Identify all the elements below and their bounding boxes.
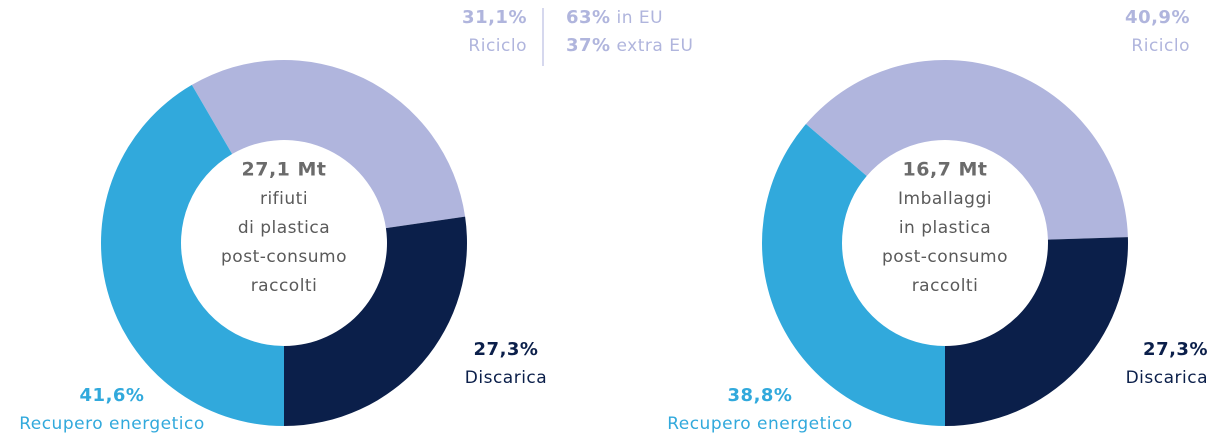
center-text: post-consumo	[221, 247, 347, 267]
breakdown-label: extra EU	[617, 36, 694, 56]
breakdown-entry: 37% extra EU	[566, 35, 693, 56]
segment-category-label: Recupero energetico	[19, 414, 205, 434]
segment-value-label: 40,9%	[1125, 7, 1190, 28]
segment-category-label: Discarica	[465, 368, 547, 388]
donut-segment	[191, 60, 466, 229]
breakdown-entry: 63% in EU	[566, 7, 663, 28]
center-text: di plastica	[238, 218, 330, 238]
segment-category-label: Recupero energetico	[667, 414, 853, 434]
segment-category-label: Riciclo	[1131, 36, 1190, 56]
center-text: in plastica	[899, 218, 991, 238]
segment-value-label: 27,3%	[1143, 339, 1208, 360]
segment-category-label: Riciclo	[468, 36, 527, 56]
segment-value-label: 31,1%	[462, 7, 527, 28]
center-text: 16,7 Mt	[903, 159, 988, 181]
donut-segment	[805, 60, 1128, 240]
segment-value-label: 27,3%	[474, 339, 539, 360]
donut-segment	[284, 216, 467, 426]
segment-value-label: 41,6%	[80, 385, 145, 406]
segment-value-label: 38,8%	[728, 385, 793, 406]
donut-segment	[762, 124, 945, 427]
center-text: raccolti	[251, 276, 318, 296]
breakdown-value: 37%	[566, 35, 611, 56]
breakdown-value: 63%	[566, 7, 611, 28]
donut-segment	[945, 237, 1128, 426]
donut-segment	[101, 84, 284, 427]
center-text: 27,1 Mt	[242, 159, 327, 181]
center-text: rifiuti	[260, 189, 308, 209]
center-text: post-consumo	[882, 247, 1008, 267]
segment-category-label: Discarica	[1126, 368, 1208, 388]
center-text: raccolti	[912, 276, 979, 296]
center-text: Imballaggi	[898, 189, 992, 209]
breakdown-label: in EU	[617, 8, 664, 28]
